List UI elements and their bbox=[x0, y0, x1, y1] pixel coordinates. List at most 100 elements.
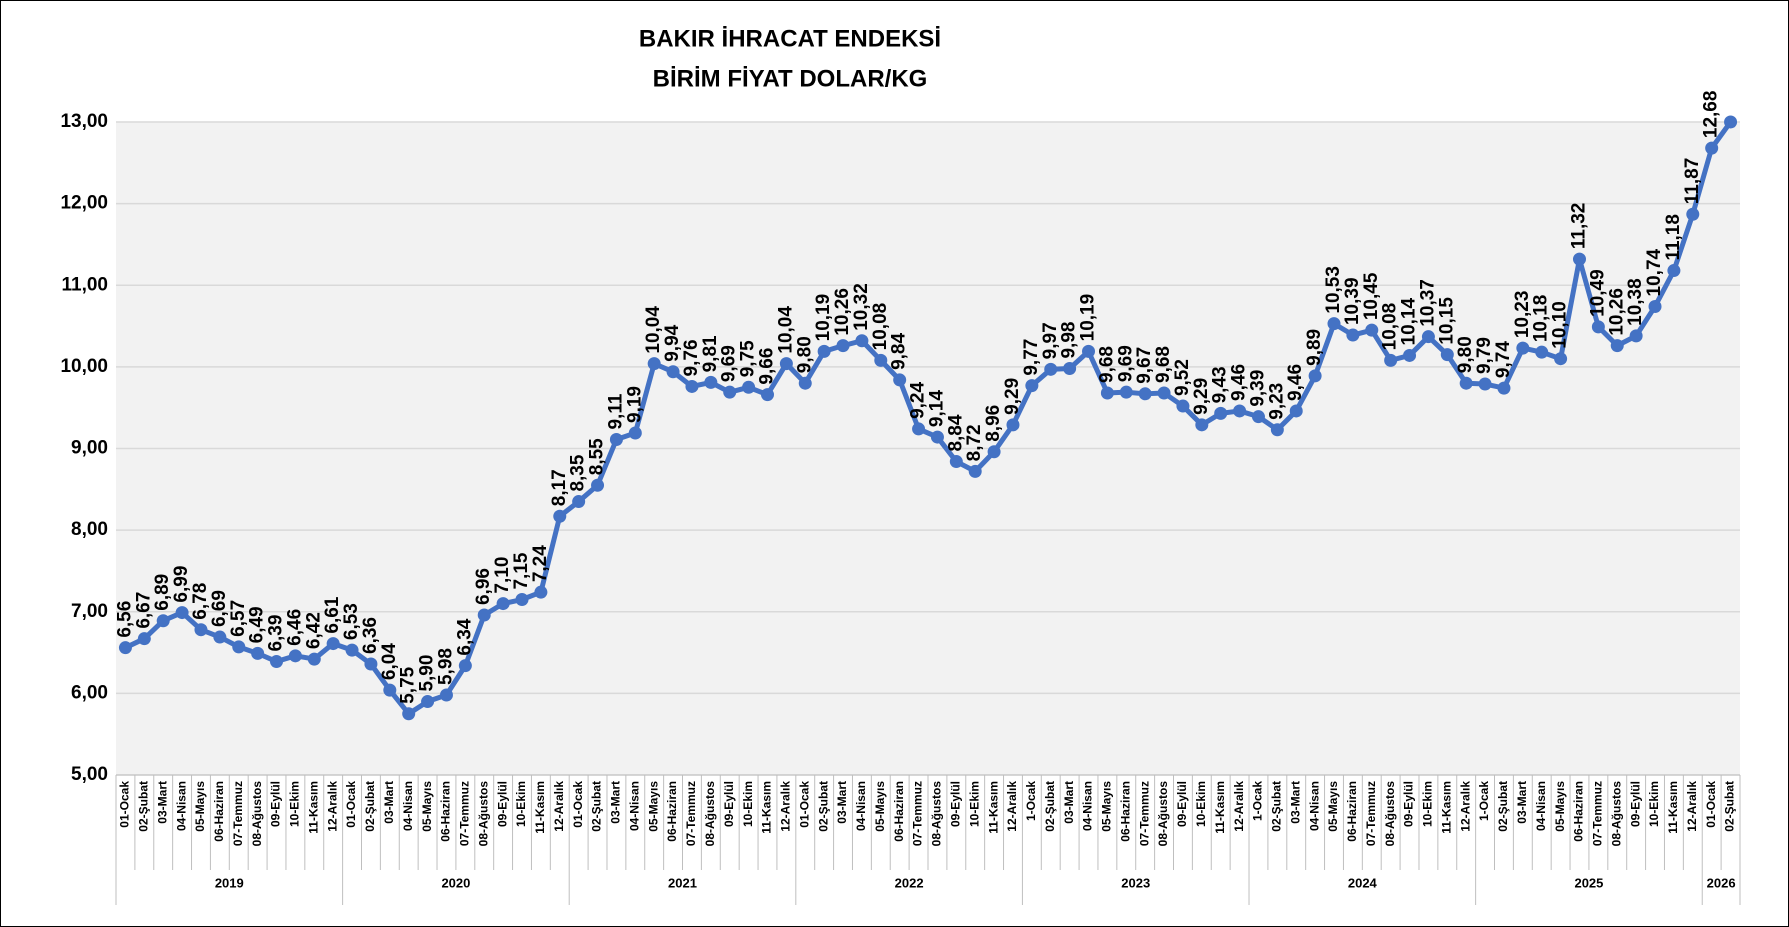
x-tick-label: 05-Mayıs bbox=[1553, 781, 1567, 832]
data-label: 9,23 bbox=[1266, 383, 1287, 420]
x-tick-label: 10-Ekim bbox=[514, 781, 528, 827]
data-label: 10,04 bbox=[643, 306, 664, 354]
x-tick-label: 09-Eylül bbox=[269, 781, 283, 827]
data-label: 7,15 bbox=[511, 552, 532, 589]
data-label: 10,49 bbox=[1587, 269, 1608, 317]
data-label: 9,67 bbox=[1134, 347, 1155, 384]
data-point bbox=[591, 478, 605, 492]
data-label: 9,68 bbox=[1096, 346, 1117, 383]
data-point bbox=[968, 464, 982, 478]
x-tick-label: 03-Mart bbox=[1515, 781, 1529, 824]
x-tick-label: 03-Mart bbox=[382, 781, 396, 824]
data-label: 9,14 bbox=[926, 390, 947, 427]
x-tick-label: 04-Nisan bbox=[1081, 781, 1095, 831]
data-point bbox=[798, 376, 812, 390]
data-label: 11,18 bbox=[1663, 214, 1684, 261]
data-label: 9,19 bbox=[624, 386, 645, 423]
data-label: 5,90 bbox=[417, 655, 438, 692]
x-tick-label: 11-Kasım bbox=[1439, 781, 1453, 834]
data-point bbox=[572, 495, 586, 509]
data-point bbox=[194, 623, 208, 637]
data-point bbox=[1289, 404, 1303, 418]
data-label: 10,18 bbox=[1531, 295, 1552, 343]
x-tick-label: 10-Ekim bbox=[1194, 781, 1208, 827]
group-label: 2026 bbox=[1707, 875, 1736, 890]
data-point bbox=[1667, 264, 1681, 278]
group-label: 2020 bbox=[441, 875, 470, 890]
y-tick-label: 10,00 bbox=[60, 356, 108, 377]
data-point bbox=[232, 640, 246, 654]
x-tick-label: 07-Temmuz bbox=[231, 781, 245, 846]
x-tick-label: 07-Temmuz bbox=[458, 781, 472, 846]
data-point bbox=[1572, 252, 1586, 266]
data-label: 9,97 bbox=[1040, 322, 1061, 359]
y-tick-label: 5,00 bbox=[71, 764, 108, 785]
data-label: 9,77 bbox=[1021, 339, 1042, 376]
data-point bbox=[439, 688, 453, 702]
x-tick-label: 10-Ekim bbox=[967, 781, 981, 827]
x-tick-label: 06-Haziran bbox=[212, 781, 226, 842]
x-tick-label: 04-Nisan bbox=[1534, 781, 1548, 831]
data-label: 6,57 bbox=[228, 600, 249, 637]
data-point bbox=[118, 641, 132, 655]
data-point bbox=[912, 422, 926, 436]
x-tick-label: 10-Ekim bbox=[1647, 781, 1661, 827]
x-tick-label: 11-Kasım bbox=[533, 781, 547, 834]
data-point bbox=[1327, 317, 1341, 331]
data-label: 8,55 bbox=[587, 438, 608, 475]
group-label: 2022 bbox=[895, 875, 924, 890]
x-tick-label: 06-Haziran bbox=[892, 781, 906, 842]
x-tick-label: 03-Mart bbox=[155, 781, 169, 824]
data-point bbox=[704, 375, 718, 389]
data-label: 10,08 bbox=[1380, 303, 1401, 351]
data-point bbox=[1346, 328, 1360, 342]
data-point bbox=[1195, 418, 1209, 432]
data-label: 9,98 bbox=[1059, 322, 1080, 359]
x-tick-label: 12-Aralık bbox=[325, 781, 339, 832]
data-label: 12,68 bbox=[1701, 91, 1722, 139]
data-point bbox=[1440, 348, 1454, 362]
data-point bbox=[458, 659, 472, 673]
data-label: 9,68 bbox=[1153, 346, 1174, 383]
x-tick-label: 07-Temmuz bbox=[684, 781, 698, 846]
x-tick-label: 05-Mayıs bbox=[193, 781, 207, 832]
x-tick-label: 06-Haziran bbox=[1118, 781, 1132, 842]
x-tick-label: 08-Ağustos bbox=[1609, 781, 1623, 847]
x-tick-label: 12-Aralık bbox=[779, 781, 793, 832]
x-tick-label: 04-Nisan bbox=[1307, 781, 1321, 831]
data-point bbox=[156, 614, 170, 628]
data-point bbox=[1705, 141, 1719, 155]
x-tick-label: 09-Eylül bbox=[948, 781, 962, 827]
data-point bbox=[1421, 330, 1435, 344]
y-tick-label: 11,00 bbox=[62, 274, 109, 295]
x-tick-label: 08-Ağustos bbox=[1383, 781, 1397, 847]
x-tick-label: 04-Nisan bbox=[401, 781, 415, 831]
data-label: 10,26 bbox=[1606, 288, 1627, 336]
data-point bbox=[1497, 381, 1511, 395]
data-label: 11,87 bbox=[1682, 158, 1703, 205]
data-label: 9,29 bbox=[1002, 378, 1023, 415]
data-label: 6,67 bbox=[133, 592, 154, 629]
x-tick-label: 01-Ocak bbox=[118, 781, 132, 828]
data-label: 9,69 bbox=[719, 345, 740, 382]
data-label: 6,04 bbox=[379, 643, 400, 680]
group-label: 2025 bbox=[1574, 875, 1603, 890]
x-tick-label: 01-Ocak bbox=[344, 781, 358, 828]
x-tick-label: 05-Mayıs bbox=[873, 781, 887, 832]
data-point bbox=[1686, 207, 1700, 221]
x-tick-label: 06-Haziran bbox=[439, 781, 453, 842]
data-point bbox=[1724, 115, 1738, 129]
x-tick-label: 06-Haziran bbox=[1345, 781, 1359, 842]
x-tick-label: 06-Haziran bbox=[665, 781, 679, 842]
x-tick-label: 11-Kasım bbox=[1666, 781, 1680, 834]
data-label: 9,76 bbox=[681, 339, 702, 376]
data-label: 6,39 bbox=[266, 615, 287, 652]
x-tick-label: 11-Kasım bbox=[306, 781, 320, 834]
data-label: 6,56 bbox=[114, 601, 135, 638]
x-tick-label: 12-Aralık bbox=[1005, 781, 1019, 832]
data-point bbox=[1459, 376, 1473, 390]
x-tick-label: 11-Kasım bbox=[1213, 781, 1227, 834]
data-point bbox=[477, 608, 491, 622]
data-label: 9,69 bbox=[1115, 345, 1136, 382]
